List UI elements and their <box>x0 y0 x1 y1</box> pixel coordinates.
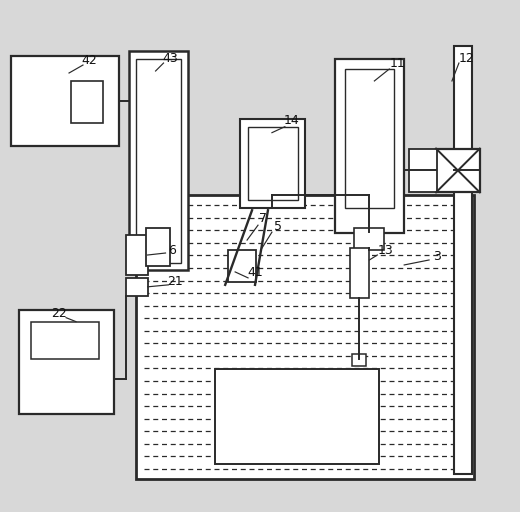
Text: 7: 7 <box>259 211 267 225</box>
Bar <box>215 369 380 464</box>
Bar <box>19 310 114 414</box>
Bar <box>71 81 103 123</box>
Bar <box>146 228 171 266</box>
Text: 14: 14 <box>284 114 300 127</box>
Text: 41: 41 <box>247 266 263 280</box>
Text: 13: 13 <box>378 244 393 257</box>
Bar <box>126 278 148 296</box>
Text: 5: 5 <box>274 220 282 232</box>
Bar <box>126 235 148 275</box>
Text: 43: 43 <box>163 52 178 65</box>
Text: 21: 21 <box>167 275 184 288</box>
Bar <box>129 51 188 270</box>
Bar <box>353 354 367 367</box>
Polygon shape <box>168 215 230 300</box>
Bar <box>136 196 474 479</box>
Text: 3: 3 <box>433 249 441 263</box>
Bar <box>11 56 119 145</box>
Bar <box>228 250 256 282</box>
Bar <box>355 228 384 250</box>
Bar <box>248 126 298 200</box>
Bar <box>409 148 437 193</box>
Text: 6: 6 <box>168 244 176 257</box>
Text: 22: 22 <box>51 307 67 320</box>
Bar <box>436 148 480 193</box>
Text: 11: 11 <box>389 56 405 70</box>
Bar <box>345 69 394 208</box>
Text: 12: 12 <box>459 52 475 65</box>
Bar <box>240 119 305 208</box>
Bar <box>334 59 404 233</box>
Bar <box>31 322 99 359</box>
Bar <box>454 46 472 474</box>
Bar <box>136 59 181 263</box>
Bar <box>349 248 369 298</box>
Text: 42: 42 <box>81 54 97 67</box>
